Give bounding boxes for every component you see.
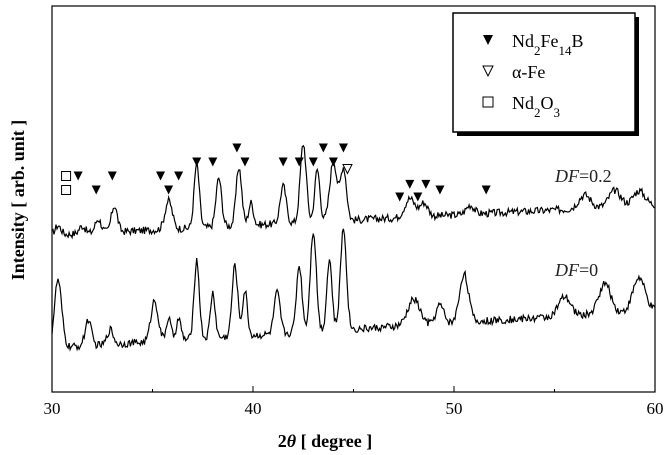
x-tick-label-50: 50 — [446, 399, 463, 418]
phase-marker-Nd2Fe14B — [107, 171, 117, 181]
phase-marker-α-Fe — [342, 164, 353, 175]
x-tick-label-40: 40 — [245, 399, 262, 418]
series-line-DF=0.2 — [51, 144, 656, 240]
phase-marker-Nd2Fe14B — [338, 143, 348, 153]
phase-marker-Nd2Fe14B — [240, 157, 250, 167]
phase-marker-Nd2Fe14B — [421, 179, 431, 189]
phase-marker-Nd2Fe14B — [413, 192, 423, 202]
phase-marker-Nd2Fe14B — [164, 185, 174, 195]
phase-marker-Nd2O3 — [61, 185, 72, 195]
phase-marker-Nd2Fe14B — [435, 185, 445, 195]
series-labels: DF=0.2 DF=0 — [554, 166, 612, 280]
phase-marker-Nd2Fe14B — [208, 157, 218, 167]
legend-box — [452, 12, 636, 133]
phase-marker-Nd2Fe14B — [481, 185, 491, 195]
legend-label-α-Fe: α-Fe — [512, 62, 545, 82]
phase-marker-Nd2Fe14B — [278, 157, 288, 167]
phase-markers — [61, 143, 491, 202]
y-axis-title: Intensity [ arb. unit ] — [8, 120, 28, 281]
phase-marker-Nd2Fe14B — [328, 157, 338, 167]
phase-marker-Nd2Fe14B — [318, 143, 328, 153]
x-tick-label-60: 60 — [647, 399, 664, 418]
phase-marker-Nd2Fe14B — [294, 157, 304, 167]
phase-marker-Nd2Fe14B — [174, 171, 184, 181]
x-ticks: 30 40 50 60 — [44, 386, 664, 418]
x-tick-label-30: 30 — [44, 399, 61, 418]
phase-marker-Nd2Fe14B — [156, 171, 166, 181]
traces — [51, 144, 656, 352]
phase-marker-Nd2Fe14B — [73, 171, 83, 181]
phase-marker-Nd2Fe14B — [405, 179, 415, 189]
phase-marker-Nd2Fe14B — [192, 157, 202, 167]
legend-symbol-Nd2Fe14B — [483, 35, 493, 45]
phase-marker-Nd2Fe14B — [308, 157, 318, 167]
series-label-DF=0: DF=0 — [554, 260, 598, 280]
phase-marker-Nd2Fe14B — [232, 143, 242, 153]
phase-marker-Nd2O3 — [61, 171, 72, 181]
series-label-DF=0.2: DF=0.2 — [554, 166, 612, 186]
phase-marker-Nd2Fe14B — [91, 185, 101, 195]
legend-symbol-α-Fe — [482, 65, 494, 78]
phase-marker-Nd2Fe14B — [395, 192, 405, 202]
x-axis-title: 2θ [ degree ] — [278, 431, 372, 451]
legend-symbol-Nd2O3 — [482, 96, 494, 108]
series-line-DF=0 — [51, 228, 656, 352]
